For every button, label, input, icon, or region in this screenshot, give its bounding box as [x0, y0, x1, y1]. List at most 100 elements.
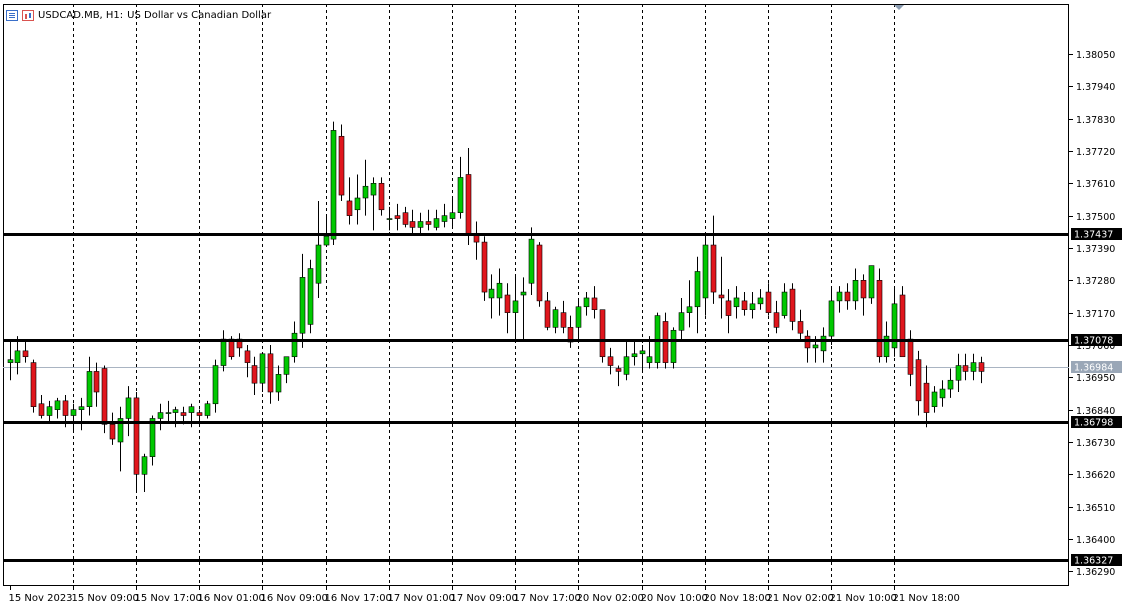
candle-bull[interactable]	[512, 300, 519, 313]
candle-bull[interactable]	[275, 374, 282, 393]
candle-bear[interactable]	[797, 321, 804, 334]
candle-bear[interactable]	[346, 200, 353, 216]
candle-bull[interactable]	[7, 359, 14, 363]
candle-bear[interactable]	[962, 365, 969, 372]
candle-bear[interactable]	[378, 183, 385, 211]
candle-bull[interactable]	[891, 303, 898, 349]
candle-bull[interactable]	[259, 353, 266, 384]
candle-bull[interactable]	[291, 332, 298, 358]
candle-bull[interactable]	[149, 418, 156, 457]
candle-bull[interactable]	[386, 218, 393, 220]
candle-bull[interactable]	[583, 297, 590, 308]
chart-shift-marker-icon[interactable]	[894, 5, 904, 10]
candle-bear[interactable]	[844, 291, 851, 302]
candle-bull[interactable]	[812, 344, 819, 349]
candle-bull[interactable]	[441, 215, 448, 222]
candle-bull[interactable]	[781, 291, 788, 316]
candle-bull[interactable]	[449, 212, 456, 219]
candle-bull[interactable]	[323, 235, 330, 246]
candle-bear[interactable]	[773, 312, 780, 328]
candle-bear[interactable]	[567, 327, 574, 343]
candle-bull[interactable]	[686, 306, 693, 313]
candle-bull[interactable]	[646, 356, 653, 363]
candle-bull[interactable]	[749, 303, 756, 310]
candle-bull[interactable]	[283, 356, 290, 375]
candle-bull[interactable]	[496, 282, 503, 299]
candle-bull[interactable]	[955, 365, 962, 381]
candle-bear[interactable]	[133, 397, 140, 475]
candle-bull[interactable]	[299, 277, 306, 334]
candle-bull[interactable]	[947, 379, 954, 390]
candle-bull[interactable]	[172, 409, 179, 413]
candle-bear[interactable]	[789, 288, 796, 322]
candle-bear[interactable]	[607, 356, 614, 366]
candle-bear[interactable]	[560, 312, 567, 328]
candle-bear[interactable]	[662, 321, 669, 363]
candle-bull[interactable]	[14, 350, 21, 363]
candle-bull[interactable]	[354, 197, 361, 211]
candle-bull[interactable]	[141, 456, 148, 475]
candle-bull[interactable]	[117, 418, 124, 443]
candle-bear[interactable]	[481, 241, 488, 293]
candle-bull[interactable]	[575, 306, 582, 328]
candle-bull[interactable]	[702, 244, 709, 299]
candle-bear[interactable]	[244, 350, 251, 363]
candle-bull[interactable]	[639, 350, 646, 355]
candle-bull[interactable]	[520, 291, 527, 296]
candle-bull[interactable]	[670, 329, 677, 363]
candle-bull[interactable]	[315, 244, 322, 284]
candle-bear[interactable]	[30, 362, 37, 407]
candle-bull[interactable]	[828, 300, 835, 337]
candle-bear[interactable]	[62, 400, 69, 416]
candle-bear[interactable]	[615, 368, 622, 372]
candle-bull[interactable]	[433, 218, 440, 228]
chart-window-icon[interactable]	[6, 9, 18, 21]
candle-bull[interactable]	[836, 291, 843, 302]
candle-bull[interactable]	[370, 183, 377, 196]
candle-bear[interactable]	[544, 300, 551, 328]
candle-bull[interactable]	[46, 406, 53, 416]
candle-bull[interactable]	[868, 265, 875, 299]
candle-bull[interactable]	[883, 335, 890, 358]
candle-bear[interactable]	[109, 424, 116, 440]
candle-bear[interactable]	[804, 335, 811, 349]
candle-bear[interactable]	[180, 412, 187, 416]
candle-bear[interactable]	[876, 280, 883, 358]
candle-bull[interactable]	[488, 288, 495, 299]
candle-bear[interactable]	[22, 350, 29, 358]
candle-bull[interactable]	[552, 309, 559, 328]
candle-bear[interactable]	[718, 294, 725, 299]
candle-bear[interactable]	[267, 353, 274, 393]
chart-props-icon[interactable]	[22, 9, 34, 21]
candle-bull[interactable]	[939, 388, 946, 399]
candle-bear[interactable]	[394, 215, 401, 219]
candle-bull[interactable]	[78, 406, 85, 410]
candle-bull[interactable]	[212, 365, 219, 405]
candle-bull[interactable]	[86, 371, 93, 407]
candle-bull[interactable]	[820, 335, 827, 352]
candle-bear[interactable]	[725, 300, 732, 316]
candle-bull[interactable]	[931, 391, 938, 407]
candle-bear[interactable]	[765, 291, 772, 313]
candle-bull[interactable]	[204, 403, 211, 416]
candle-bull[interactable]	[694, 271, 701, 308]
candle-bull[interactable]	[457, 177, 464, 213]
candle-bear[interactable]	[101, 368, 108, 425]
candle-bull[interactable]	[70, 409, 77, 416]
candle-bull[interactable]	[330, 130, 337, 240]
candle-bear[interactable]	[196, 412, 203, 416]
candle-bear[interactable]	[465, 174, 472, 234]
candle-bull[interactable]	[307, 268, 314, 325]
candle-bear[interactable]	[93, 371, 100, 393]
candle-bull[interactable]	[733, 297, 740, 308]
candle-bull[interactable]	[54, 400, 61, 410]
candle-bear[interactable]	[38, 403, 45, 416]
candle-bear[interactable]	[425, 221, 432, 225]
candle-bear[interactable]	[907, 338, 914, 375]
candle-bear[interactable]	[251, 365, 258, 384]
candle-bull[interactable]	[220, 338, 227, 366]
candle-bear[interactable]	[860, 280, 867, 299]
candle-bull[interactable]	[188, 406, 195, 413]
